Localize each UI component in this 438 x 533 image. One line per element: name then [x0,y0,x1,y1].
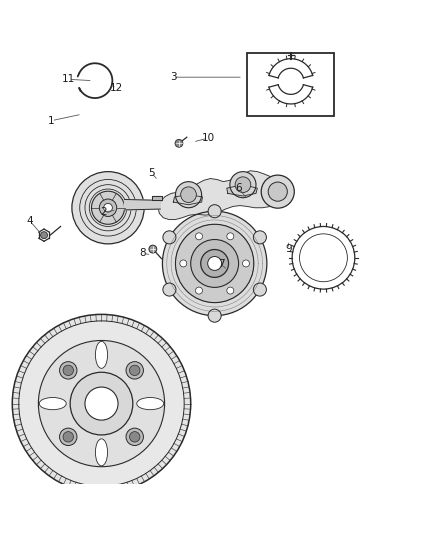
Circle shape [195,233,202,240]
Text: 1: 1 [48,116,55,126]
Polygon shape [227,184,257,196]
Text: 10: 10 [201,133,215,143]
Circle shape [41,232,47,239]
Text: 5: 5 [148,168,155,178]
Circle shape [72,172,144,244]
Bar [247,53,334,116]
Circle shape [175,140,183,147]
Circle shape [70,372,133,435]
Text: 6: 6 [235,183,242,193]
Circle shape [243,260,250,267]
Text: 11: 11 [62,75,75,84]
Circle shape [60,362,77,379]
Circle shape [149,245,157,253]
Circle shape [176,224,254,303]
Circle shape [208,309,221,322]
Circle shape [85,387,118,420]
Circle shape [39,341,165,467]
Circle shape [92,191,124,224]
Polygon shape [152,196,162,200]
Circle shape [235,177,251,192]
Circle shape [230,172,256,198]
Text: 9: 9 [285,244,292,254]
Circle shape [19,321,184,486]
Circle shape [176,182,201,208]
Circle shape [268,182,287,201]
Circle shape [191,239,239,287]
Circle shape [126,428,143,446]
Text: 4: 4 [26,216,33,226]
Text: 12: 12 [110,83,124,93]
Circle shape [195,287,202,294]
Ellipse shape [95,439,108,466]
Circle shape [261,175,294,208]
Circle shape [130,432,140,442]
Circle shape [126,362,143,379]
Text: 2: 2 [100,207,107,217]
Circle shape [63,365,74,376]
Circle shape [163,283,176,296]
Ellipse shape [137,398,164,410]
Circle shape [181,187,196,203]
Circle shape [253,231,266,244]
Circle shape [253,283,266,296]
Circle shape [60,428,77,446]
Circle shape [12,314,191,493]
Circle shape [63,432,74,442]
Polygon shape [158,171,284,220]
Text: 3: 3 [170,72,177,82]
Circle shape [201,249,229,277]
Circle shape [208,256,222,270]
Circle shape [162,211,267,316]
Circle shape [227,233,234,240]
Polygon shape [124,199,160,210]
Circle shape [227,287,234,294]
Ellipse shape [95,341,108,368]
Circle shape [180,260,187,267]
Text: 8: 8 [140,248,146,259]
Circle shape [163,231,176,244]
Circle shape [208,205,221,218]
Circle shape [104,204,113,212]
Ellipse shape [39,398,66,410]
Circle shape [130,365,140,376]
Circle shape [99,199,117,216]
Text: 7: 7 [218,260,225,269]
Polygon shape [173,195,202,205]
